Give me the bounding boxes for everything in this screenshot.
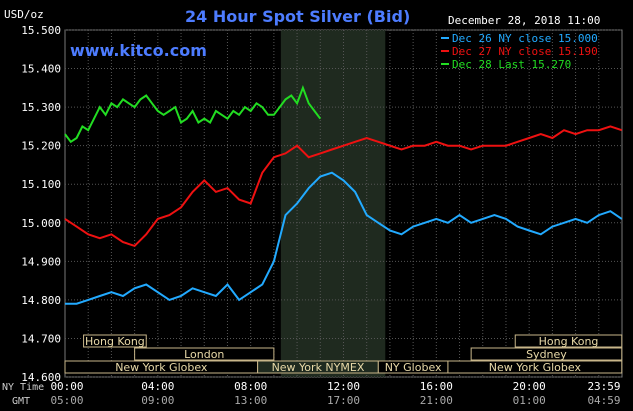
y-tick-label: 14.800	[21, 294, 61, 307]
y-tick-label: 15.100	[21, 178, 61, 191]
chart-date: December 28, 2018 11:00	[448, 14, 600, 27]
y-axis-label: USD/oz	[4, 8, 44, 21]
market-bar	[83, 334, 147, 348]
market-label: Hong Kong	[539, 335, 599, 348]
y-tick-label: 15.000	[21, 217, 61, 230]
x-tick-gmt-label: 09:00	[141, 394, 174, 407]
x-tick-ny-label: 12:00	[327, 380, 360, 393]
x-tick-gmt-label: 04:59	[587, 394, 620, 407]
x-tick-gmt-label: 17:00	[327, 394, 360, 407]
market-label: NY Globex	[385, 361, 442, 374]
y-tick-label: 14.600	[21, 371, 61, 384]
market-bar	[447, 360, 623, 374]
x-tick-ny-label: 00:00	[50, 380, 83, 393]
watermark: www.kitco.com	[70, 41, 207, 60]
market-bar	[134, 347, 275, 361]
y-axis-ticks: 15.500 15.400 15.300 15.200 15.100 15.000 14.9…	[21, 24, 61, 384]
x-tick-ny-label: 23:59	[587, 380, 620, 393]
market-label: New York Globex	[115, 361, 208, 374]
series-line	[64, 84, 322, 144]
x-tick-gmt-label: 13:00	[234, 394, 267, 407]
market-label: Sydney	[526, 348, 567, 361]
market-bar	[514, 334, 623, 348]
x-tick-ny-label: 20:00	[513, 380, 546, 393]
y-tick-label: 15.500	[21, 24, 61, 37]
price-series	[64, 84, 623, 305]
gmt-row-label: GMT	[12, 396, 30, 407]
ny-time-row-label: NY Time	[2, 382, 44, 393]
grid-lines	[65, 29, 622, 378]
market-label: Hong Kong	[85, 335, 145, 348]
x-tick-gmt-label: 01:00	[513, 394, 546, 407]
chart-title: 24 Hour Spot Silver (Bid)	[185, 7, 410, 26]
legend-entry: Dec 28 Last 15.270	[452, 58, 571, 71]
x-tick-ny-label: 04:00	[141, 380, 174, 393]
market-label: London	[184, 348, 224, 361]
y-tick-label: 15.400	[21, 63, 61, 76]
y-tick-label: 14.700	[21, 332, 61, 345]
market-label: New York Globex	[489, 361, 582, 374]
legend-entry: Dec 27 NY close 15.190	[452, 45, 598, 58]
y-tick-label: 15.200	[21, 140, 61, 153]
market-bar	[470, 347, 623, 361]
x-tick-gmt-label: 05:00	[50, 394, 83, 407]
y-tick-label: 15.300	[21, 101, 61, 114]
series-line	[64, 125, 623, 248]
legend-entry: Dec 26 NY close 15.000	[452, 32, 598, 45]
market-label: New York NYMEX	[272, 361, 365, 374]
x-tick-gmt-label: 21:00	[420, 394, 453, 407]
x-tick-ny-label: 16:00	[420, 380, 453, 393]
x-tick-ny-label: 08:00	[234, 380, 267, 393]
series-line	[65, 171, 623, 305]
y-tick-label: 14.900	[21, 255, 61, 268]
